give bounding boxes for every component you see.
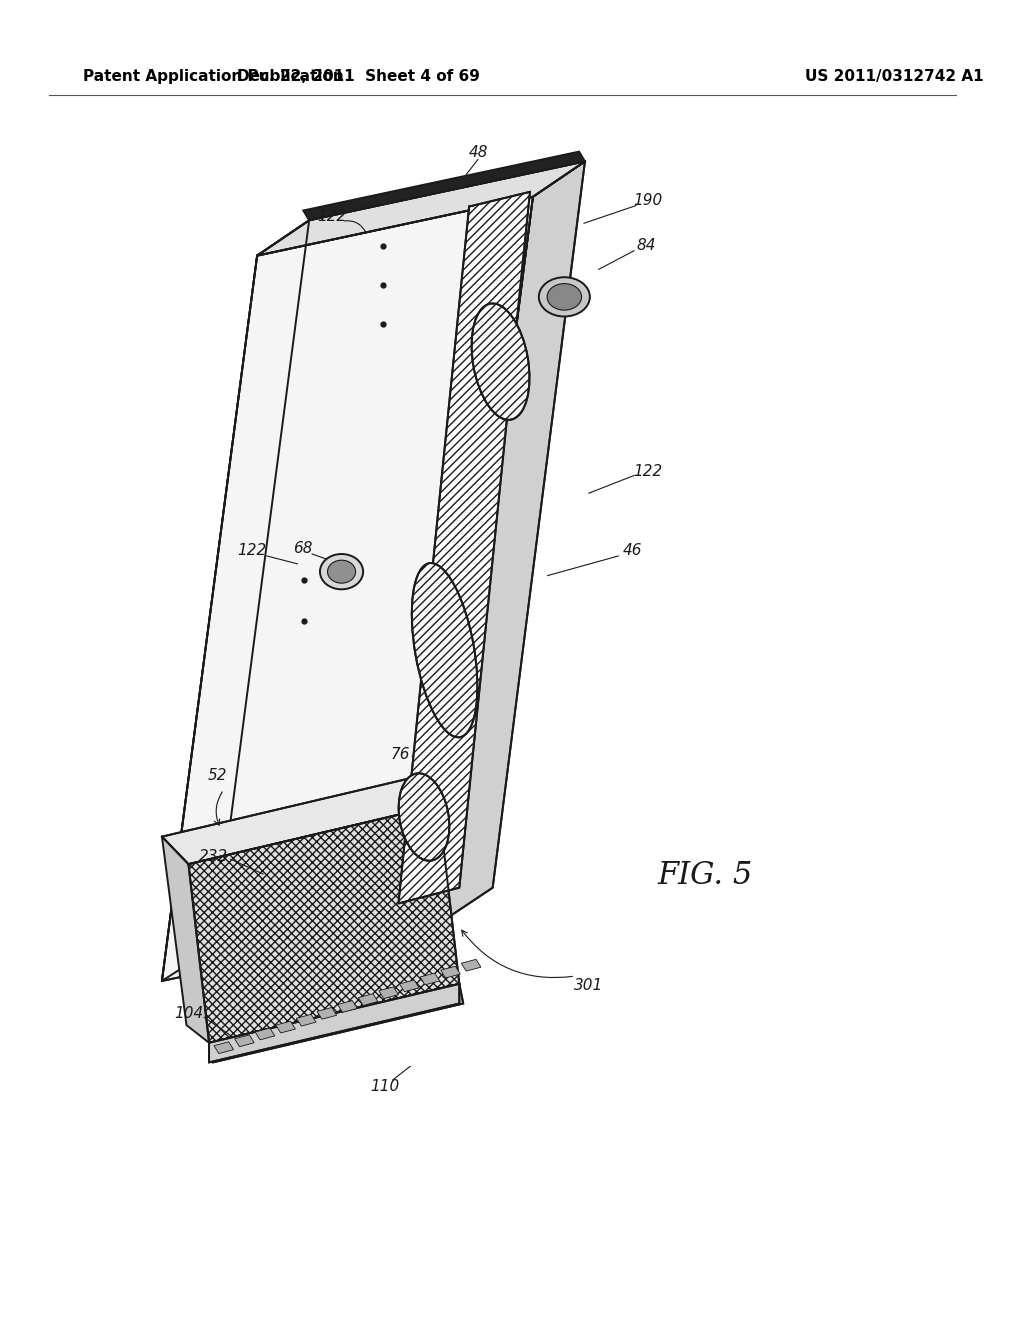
Polygon shape [303, 152, 585, 220]
Text: Dec. 22, 2011  Sheet 4 of 69: Dec. 22, 2011 Sheet 4 of 69 [237, 69, 479, 83]
Text: 122: 122 [317, 209, 346, 224]
Text: 52: 52 [208, 768, 227, 783]
Polygon shape [209, 983, 460, 1063]
Text: 76: 76 [391, 747, 411, 762]
Polygon shape [209, 983, 463, 1063]
Text: 48: 48 [468, 145, 487, 160]
Polygon shape [296, 1014, 316, 1026]
Polygon shape [188, 805, 460, 1043]
Text: US 2011/0312742 A1: US 2011/0312742 A1 [805, 69, 983, 83]
Ellipse shape [547, 284, 582, 310]
Polygon shape [440, 966, 461, 978]
Polygon shape [255, 1028, 274, 1040]
Text: 301: 301 [574, 978, 603, 994]
Text: FIG. 5: FIG. 5 [657, 861, 753, 891]
Ellipse shape [328, 560, 355, 583]
Text: 232: 232 [200, 849, 228, 863]
Polygon shape [162, 837, 209, 1043]
Text: 104: 104 [174, 1006, 203, 1020]
Text: 46: 46 [623, 543, 642, 557]
Text: 122: 122 [633, 465, 663, 479]
Polygon shape [234, 1035, 254, 1047]
Text: 84: 84 [636, 239, 655, 253]
Ellipse shape [319, 554, 364, 589]
Text: 122: 122 [238, 543, 267, 557]
Text: 190: 190 [633, 193, 663, 209]
Ellipse shape [472, 304, 529, 420]
Polygon shape [399, 979, 419, 991]
Ellipse shape [412, 564, 477, 738]
Polygon shape [162, 220, 309, 981]
Polygon shape [257, 161, 585, 256]
Text: 110: 110 [370, 1080, 399, 1094]
Polygon shape [398, 191, 530, 903]
Polygon shape [439, 161, 585, 923]
Polygon shape [461, 960, 481, 972]
Ellipse shape [539, 277, 590, 317]
Polygon shape [162, 197, 532, 981]
Ellipse shape [398, 774, 450, 861]
Polygon shape [317, 1007, 337, 1019]
Polygon shape [358, 994, 378, 1006]
Polygon shape [162, 777, 438, 865]
Polygon shape [275, 1022, 295, 1034]
Text: Patent Application Publication: Patent Application Publication [83, 69, 344, 83]
Polygon shape [379, 987, 398, 999]
Polygon shape [420, 973, 439, 985]
Polygon shape [214, 1041, 233, 1053]
Text: 68: 68 [293, 541, 312, 556]
Polygon shape [338, 1001, 357, 1012]
